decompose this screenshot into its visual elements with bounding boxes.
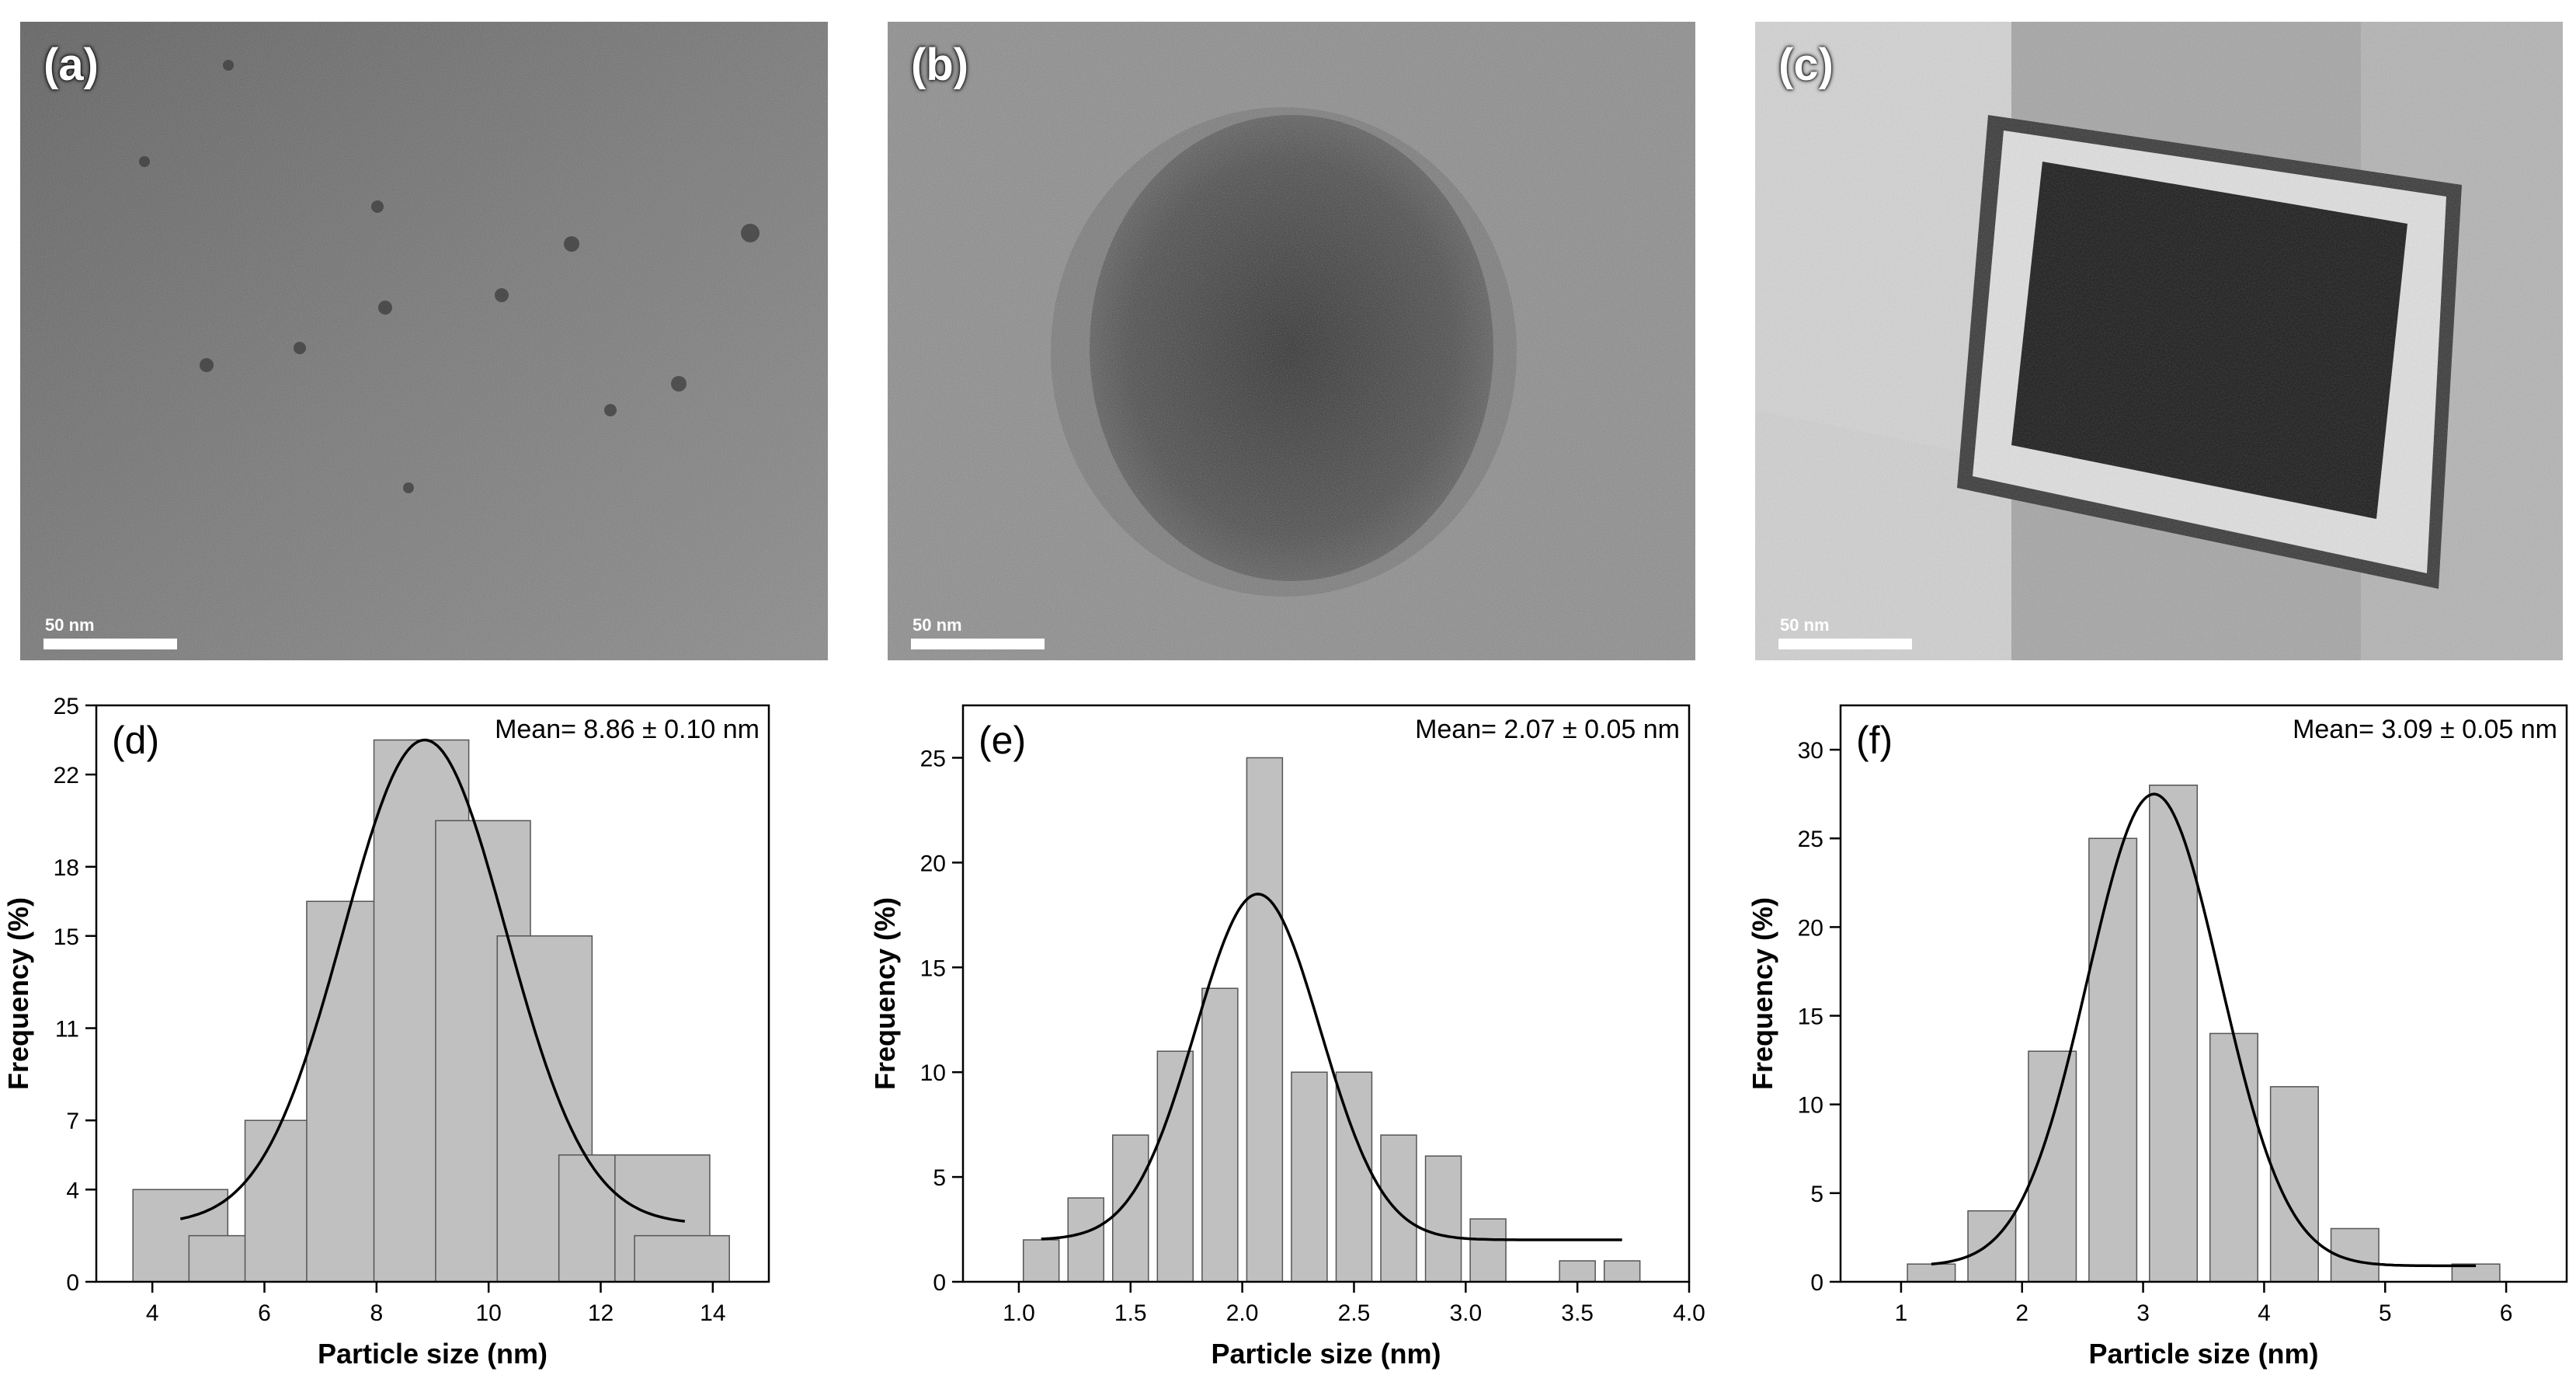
y-tick-label: 7 — [66, 1109, 79, 1134]
histogram-bar — [1246, 757, 1284, 1283]
y-tick-label: 10 — [920, 1060, 946, 1086]
panel-label: (e) — [979, 719, 1026, 762]
histogram-f-svg: 1 2 3 4 5 6 0 5 10 15 20 25 30 Particle size (nm) Freq… — [1747, 704, 2568, 1370]
x-tick-label: 4 — [146, 1300, 159, 1326]
histogram-bar — [2209, 1032, 2258, 1283]
x-tick-label: 2.5 — [1338, 1300, 1371, 1326]
histogram-bar — [1291, 1071, 1328, 1283]
y-axis-label: Frequency (%) — [1747, 897, 1778, 1090]
panel-label: (d) — [112, 719, 159, 762]
histogram-bar — [1335, 1071, 1373, 1283]
x-tick-label: 1.0 — [1003, 1300, 1035, 1326]
x-tick-label: 2 — [2015, 1300, 2028, 1326]
x-tick-label: 2.0 — [1226, 1300, 1259, 1326]
tem-image-a — [20, 22, 828, 660]
histogram-d-svg: 4 6 8 10 12 14 0 4 7 11 15 18 22 25 Particle size (nm)… — [2, 694, 770, 1370]
histogram-bar — [1559, 1260, 1596, 1283]
y-tick-label: 11 — [55, 1017, 79, 1043]
histogram-bar — [1424, 1155, 1462, 1283]
x-axis-label: Particle size (nm) — [1211, 1338, 1441, 1370]
x-axis-label: Particle size (nm) — [2088, 1338, 2318, 1370]
tem-panel-c: (c) 50 nm — [1755, 22, 2563, 660]
y-tick-label: 5 — [933, 1165, 946, 1191]
histogram-bar — [1067, 1197, 1104, 1283]
y-tick-label: 20 — [1798, 915, 1823, 941]
panel-label-c: (c) — [1778, 40, 1834, 90]
y-tick-label: 0 — [1810, 1270, 1823, 1296]
x-tick-label: 5 — [2379, 1300, 2392, 1326]
x-tick-label: 8 — [370, 1300, 383, 1326]
gaussian-fit-line — [1041, 893, 1622, 1241]
x-tick-label: 14 — [700, 1300, 725, 1326]
x-tick-label: 10 — [475, 1300, 501, 1326]
histogram-bar — [1603, 1260, 1641, 1283]
panel-label-a: (a) — [43, 40, 99, 90]
gaussian-fit-line — [179, 738, 686, 1223]
histogram-bar — [634, 1234, 730, 1283]
y-tick-label: 25 — [920, 746, 946, 771]
scale-bar-label-b: 50 nm — [913, 615, 962, 635]
x-tick-label: 6 — [258, 1300, 271, 1326]
mean-annotation: Mean= 2.07 ± 0.05 nm — [1415, 715, 1680, 744]
histogram-bar — [1907, 1263, 1956, 1283]
histogram-bar — [1112, 1134, 1149, 1283]
y-tick-label: 15 — [920, 956, 946, 981]
mean-annotation: Mean= 3.09 ± 0.05 nm — [2293, 715, 2557, 744]
plot-frame — [1839, 704, 2568, 1283]
gaussian-fit-line — [1931, 792, 2477, 1268]
histogram-e-svg: 1.0 1.5 2.0 2.5 3.0 3.5 4.0 0 5 10 15 20 25 Particle … — [869, 704, 1705, 1370]
y-tick-label: 22 — [54, 763, 79, 788]
y-axis-label: Frequency (%) — [869, 897, 901, 1090]
panel-label: (f) — [1856, 719, 1893, 762]
histogram-bar — [1201, 987, 1239, 1283]
x-tick-label: 3 — [2136, 1300, 2150, 1326]
y-tick-label: 25 — [54, 694, 79, 719]
x-tick-label: 4 — [2258, 1300, 2271, 1326]
x-tick-label: 1 — [1895, 1300, 1908, 1326]
y-tick-label: 5 — [1810, 1182, 1823, 1207]
scale-bar-label-a: 50 nm — [45, 615, 95, 635]
histogram-bar — [1380, 1134, 1417, 1283]
y-tick-label: 18 — [54, 855, 79, 881]
x-tick-label: 3.0 — [1449, 1300, 1482, 1326]
y-tick-label: 15 — [1798, 1004, 1823, 1030]
scale-bar-b — [911, 639, 1045, 649]
tem-image-b — [888, 22, 1695, 660]
panel-label-b: (b) — [911, 40, 969, 90]
histogram-f: 1 2 3 4 5 6 0 5 10 15 20 25 30 Particle size (nm) Freq… — [1732, 668, 2576, 1382]
y-tick-label: 10 — [1798, 1093, 1823, 1119]
x-tick-label: 4.0 — [1673, 1300, 1705, 1326]
mean-annotation: Mean= 8.86 ± 0.10 nm — [495, 715, 760, 744]
scale-bar-label-c: 50 nm — [1780, 615, 1830, 635]
x-axis-label: Particle size (nm) — [318, 1338, 548, 1370]
y-tick-label: 20 — [920, 851, 946, 876]
histogram-bar — [1022, 1239, 1060, 1283]
histogram-bar — [2149, 784, 2199, 1283]
y-tick-label: 15 — [54, 924, 79, 950]
tem-image-c — [1755, 22, 2563, 660]
histogram-bar — [1156, 1050, 1194, 1283]
plot-frame — [961, 704, 1691, 1283]
y-tick-label: 4 — [66, 1178, 79, 1203]
histogram-bar — [1469, 1218, 1507, 1283]
y-tick-label: 30 — [1798, 738, 1823, 764]
x-tick-label: 1.5 — [1114, 1300, 1147, 1326]
tem-panel-a: (a) 50 nm — [20, 22, 828, 660]
x-tick-label: 3.5 — [1561, 1300, 1594, 1326]
plot-frame — [95, 704, 770, 1283]
y-tick-label: 0 — [66, 1270, 79, 1296]
histogram-d: 4 6 8 10 12 14 0 4 7 11 15 18 22 25 Particle size (nm)… — [0, 668, 854, 1382]
y-tick-label: 25 — [1798, 827, 1823, 852]
x-tick-label: 12 — [588, 1300, 614, 1326]
histogram-e: 1.0 1.5 2.0 2.5 3.0 3.5 4.0 0 5 10 15 20 25 Particle … — [866, 668, 1720, 1382]
tem-panel-b: (b) 50 nm — [888, 22, 1695, 660]
histogram-bar — [2088, 837, 2138, 1283]
x-tick-label: 6 — [2500, 1300, 2513, 1326]
scale-bar-a — [43, 639, 177, 649]
y-tick-label: 0 — [933, 1270, 946, 1296]
y-axis-label: Frequency (%) — [2, 897, 34, 1090]
scale-bar-c — [1778, 639, 1912, 649]
